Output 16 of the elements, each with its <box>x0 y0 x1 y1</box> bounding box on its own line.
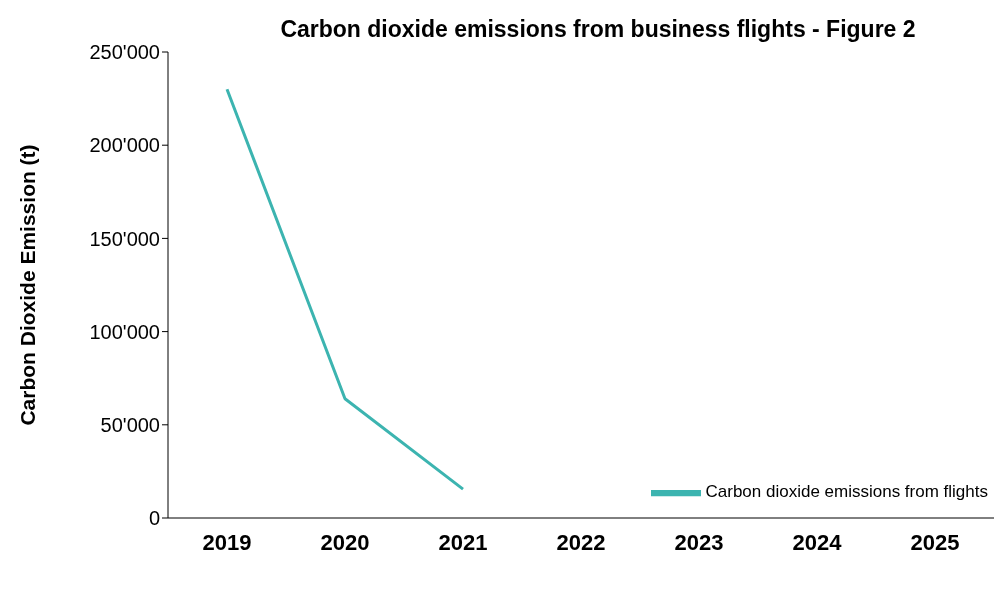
x-tick-label: 2021 <box>438 529 488 555</box>
y-axis-title: Carbon Dioxide Emission (t) <box>16 144 40 426</box>
legend-label: Carbon dioxide emissions from flights <box>705 482 988 502</box>
x-tick-label: 2022 <box>556 529 606 555</box>
x-tick-label: 2023 <box>674 529 724 555</box>
x-tick-label: 2019 <box>202 529 252 555</box>
y-tick-label: 250'000 <box>89 41 160 64</box>
chart-title: Carbon dioxide emissions from business flights - Figure 2 <box>279 16 917 43</box>
y-tick-label: 150'000 <box>89 227 160 250</box>
y-tick-label: 50'000 <box>100 413 160 436</box>
x-tick-label: 2020 <box>320 529 370 555</box>
y-tick-label: 100'000 <box>89 320 160 343</box>
x-tick-label: 2025 <box>910 529 960 555</box>
y-tick-label: 200'000 <box>89 134 160 157</box>
x-tick-label: 2024 <box>792 529 843 555</box>
y-tick-label: 0 <box>148 507 160 530</box>
